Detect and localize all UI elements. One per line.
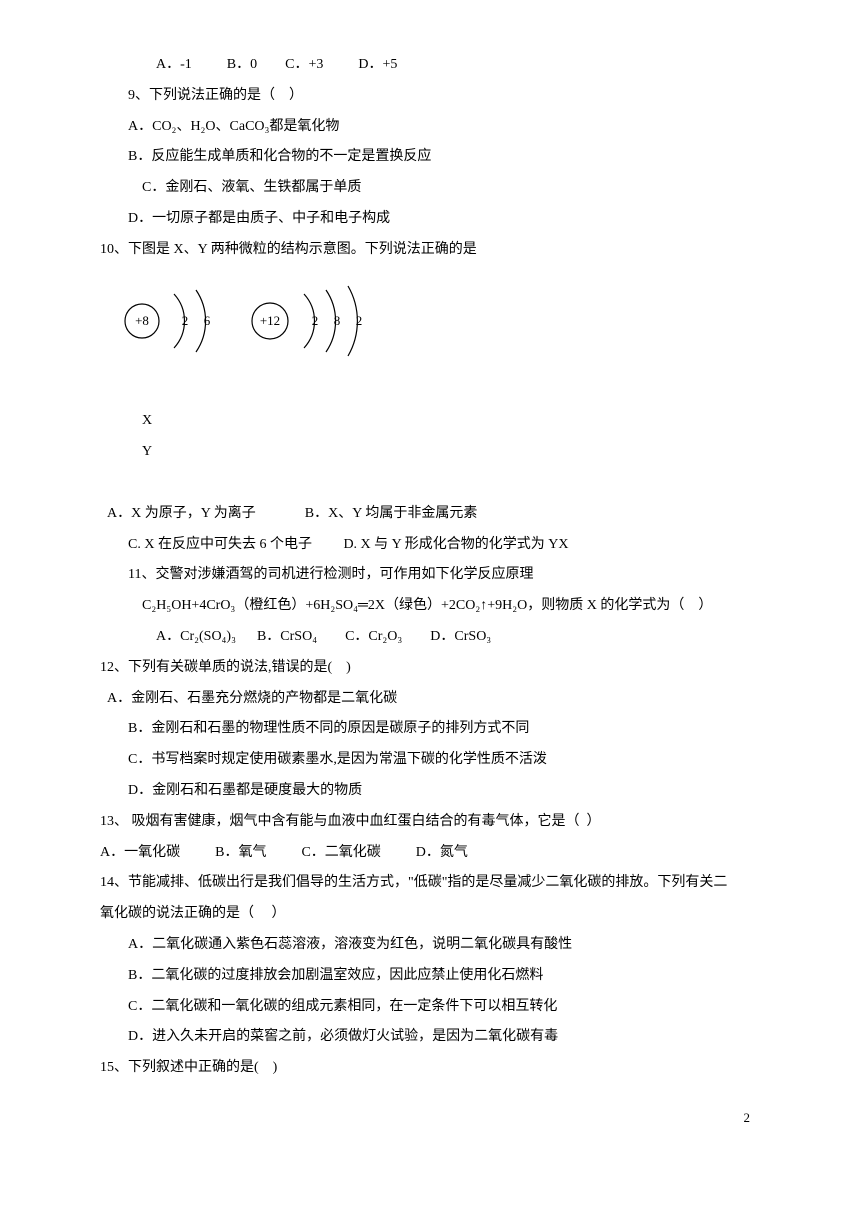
- q8-options: A．-1 B．0 C．+3 D．+5: [100, 50, 760, 81]
- q14-option-c: C．二氧化碳和一氧化碳的组成元素相同，在一定条件下可以相互转化: [100, 992, 760, 1023]
- q14-stem-line2: 氧化碳的说法正确的是（ ）: [100, 899, 760, 930]
- q9-stem: 9、下列说法正确的是（ ）: [100, 81, 760, 112]
- q11-options: A．Cr₂(SO₄)₃ B．CrSO₄ C．Cr₂O₃ D．CrSO₃: [100, 622, 760, 653]
- y-shell-3: 2: [356, 313, 363, 328]
- x-nucleus-text: +8: [135, 313, 149, 328]
- y-shell-2: 8: [334, 313, 341, 328]
- q14-stem-line1: 14、节能减排、低碳出行是我们倡导的生活方式，"低碳"指的是尽量减少二氧化碳的排…: [100, 868, 760, 899]
- x-label: X: [142, 406, 268, 437]
- y-label: Y: [142, 444, 152, 459]
- q15-stem: 15、下列叙述中正确的是( ): [100, 1053, 760, 1084]
- q12-option-d: D．金刚石和石墨都是硬度最大的物质: [100, 776, 760, 807]
- q13-stem: 13、 吸烟有害健康，烟气中含有能与血液中血红蛋白结合的有毒气体，它是（ ）: [100, 807, 760, 838]
- q14-option-b: B．二氧化碳的过度排放会加剧温室效应，因此应禁止使用化石燃料: [100, 961, 760, 992]
- page-number: 2: [100, 1084, 760, 1133]
- document-page: A．-1 B．0 C．+3 D．+5 9、下列说法正确的是（ ） A．CO₂、H…: [50, 0, 810, 1163]
- q10-options-ab: A．X 为原子，Y 为离子 B．X、Y 均属于非金属元素: [100, 499, 760, 530]
- q9-option-d: D．一切原子都是由质子、中子和电子构成: [100, 204, 760, 235]
- atom-diagram: +8 2 6 +12 2 8 2: [100, 266, 760, 376]
- q12-stem: 12、下列有关碳单质的说法,错误的是( ): [100, 653, 760, 684]
- y-shell-1: 2: [312, 313, 319, 328]
- q14-option-d: D．进入久未开启的菜窖之前，必须做灯火试验，是因为二氧化碳有毒: [100, 1022, 760, 1053]
- q10-options-cd: C. X 在反应中可失去 6 个电子 D. X 与 Y 形成化合物的化学式为 Y…: [100, 530, 760, 561]
- q11-equation: C₂H₅OH+4CrO₃（橙红色）+6H₂SO₄═2X（绿色）+2CO₂↑+9H…: [100, 591, 760, 622]
- atom-structure-svg: +8 2 6 +12 2 8 2: [110, 276, 380, 366]
- q10-stem: 10、下图是 X、Y 两种微粒的结构示意图。下列说法正确的是: [100, 235, 760, 266]
- q9-option-c: C．金刚石、液氧、生铁都属于单质: [100, 173, 760, 204]
- y-nucleus-text: +12: [260, 313, 280, 328]
- q9-option-a: A．CO₂、H₂O、CaCO₃都是氧化物: [100, 112, 760, 143]
- q9-option-b: B．反应能生成单质和化合物的不一定是置换反应: [100, 142, 760, 173]
- q12-option-b: B．金刚石和石墨的物理性质不同的原因是碳原子的排列方式不同: [100, 714, 760, 745]
- q11-stem: 11、交警对涉嫌酒驾的司机进行检测时，可作用如下化学反应原理: [100, 560, 760, 591]
- q14-option-a: A．二氧化碳通入紫色石蕊溶液，溶液变为红色，说明二氧化碳具有酸性: [100, 930, 760, 961]
- q12-option-c: C．书写档案时规定使用碳素墨水,是因为常温下碳的化学性质不活泼: [100, 745, 760, 776]
- x-shell-1: 2: [182, 313, 189, 328]
- diagram-labels: X Y: [100, 376, 760, 499]
- x-shell-2: 6: [204, 313, 211, 328]
- q12-option-a: A．金刚石、石墨充分燃烧的产物都是二氧化碳: [100, 684, 760, 715]
- q13-options: A．一氧化碳 B．氧气 C．二氧化碳 D．氮气: [100, 838, 760, 869]
